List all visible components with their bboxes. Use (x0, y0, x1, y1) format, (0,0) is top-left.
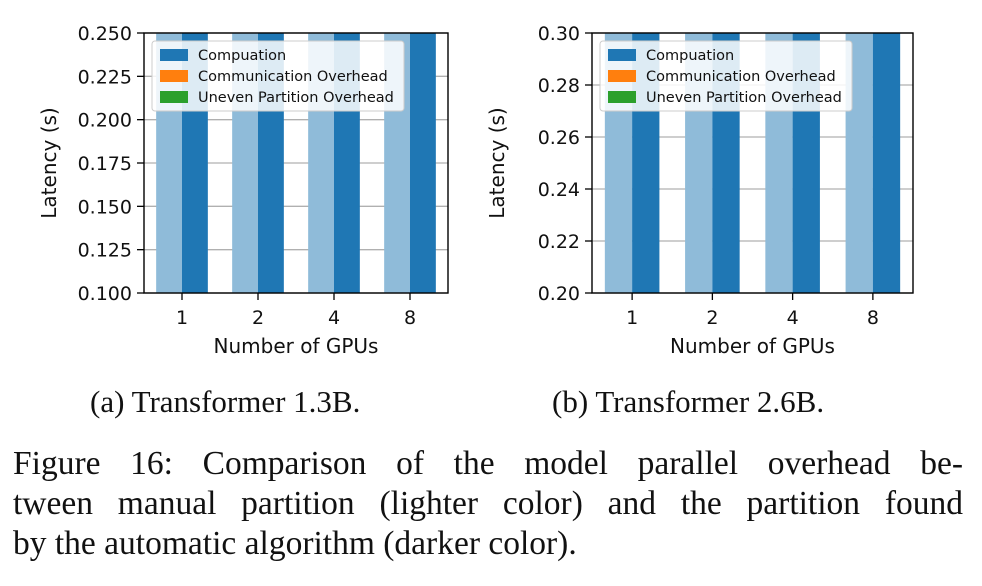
legend-label-communication: Communication Overhead (646, 69, 836, 85)
y-tick-label: 0.250 (78, 23, 132, 45)
bar-computation-automatic (410, 33, 436, 293)
x-tick-label: 4 (328, 307, 340, 329)
bar-computation-automatic (872, 33, 901, 293)
legend-label-uneven: Uneven Partition Overhead (646, 90, 842, 106)
legend-label-communication: Communication Overhead (198, 69, 388, 85)
y-axis-label: Latency (s) (37, 107, 61, 218)
plot-frame (591, 32, 914, 294)
plot-frame (143, 32, 449, 294)
legend-swatch-communication (160, 70, 188, 82)
y-tick-label: 0.175 (78, 153, 132, 175)
legend (599, 40, 853, 112)
legend-swatch-communication (608, 70, 636, 82)
x-tick-label: 8 (404, 307, 416, 329)
legend-label-uneven: Uneven Partition Overhead (198, 90, 394, 106)
chart-b: 0.20 0.22 0.24 0.26 0.28 0.30 1 2 4 8 Number of GP… (485, 23, 914, 358)
caption-line-1: Figure 16: Comparison of the model paral… (13, 445, 963, 482)
y-tick-label: 0.30 (538, 23, 580, 45)
y-tick-label: 0.24 (538, 179, 580, 201)
subcaption-b: (b) Transformer 2.6B. (552, 384, 825, 419)
chart-a: 0.100 0.125 0.150 0.175 0.200 0.225 0.250 1 2 4 8 N… (37, 23, 449, 358)
y-tick-label: 0.22 (538, 231, 580, 253)
y-tick-label: 0.100 (78, 283, 132, 305)
legend-label-computation: Compuation (198, 48, 286, 64)
y-tick-label: 0.150 (78, 196, 132, 218)
legend (151, 40, 405, 112)
y-axis-label: Latency (s) (485, 107, 509, 218)
legend-swatch-uneven (608, 91, 636, 103)
legend-swatch-uneven (160, 91, 188, 103)
x-tick-label: 1 (626, 307, 638, 329)
x-tick-label: 8 (867, 307, 879, 329)
y-tick-label: 0.26 (538, 127, 580, 149)
y-tick-label: 0.200 (78, 110, 132, 132)
x-tick-label: 2 (252, 307, 264, 329)
y-tick-label: 0.28 (538, 75, 580, 97)
x-tick-label: 4 (787, 307, 799, 329)
x-axis-label: Number of GPUs (670, 334, 835, 358)
y-tick-label: 0.125 (78, 240, 132, 262)
legend-label-computation: Compuation (646, 48, 734, 64)
x-axis-label: Number of GPUs (214, 334, 379, 358)
y-tick-label: 0.225 (78, 66, 132, 88)
subcaption-a: (a) Transformer 1.3B. (90, 384, 361, 419)
y-tick-label: 0.20 (538, 283, 580, 305)
caption-line-2: tween manual partition (lighter color) a… (13, 485, 963, 522)
x-tick-label: 2 (706, 307, 718, 329)
legend-swatch-computation (160, 49, 188, 61)
x-tick-label: 1 (176, 307, 188, 329)
figure-caption: Figure 16: Comparison of the model paral… (13, 444, 963, 564)
caption-line-3: by the automatic algorithm (darker color… (13, 525, 577, 562)
legend-swatch-computation (608, 49, 636, 61)
